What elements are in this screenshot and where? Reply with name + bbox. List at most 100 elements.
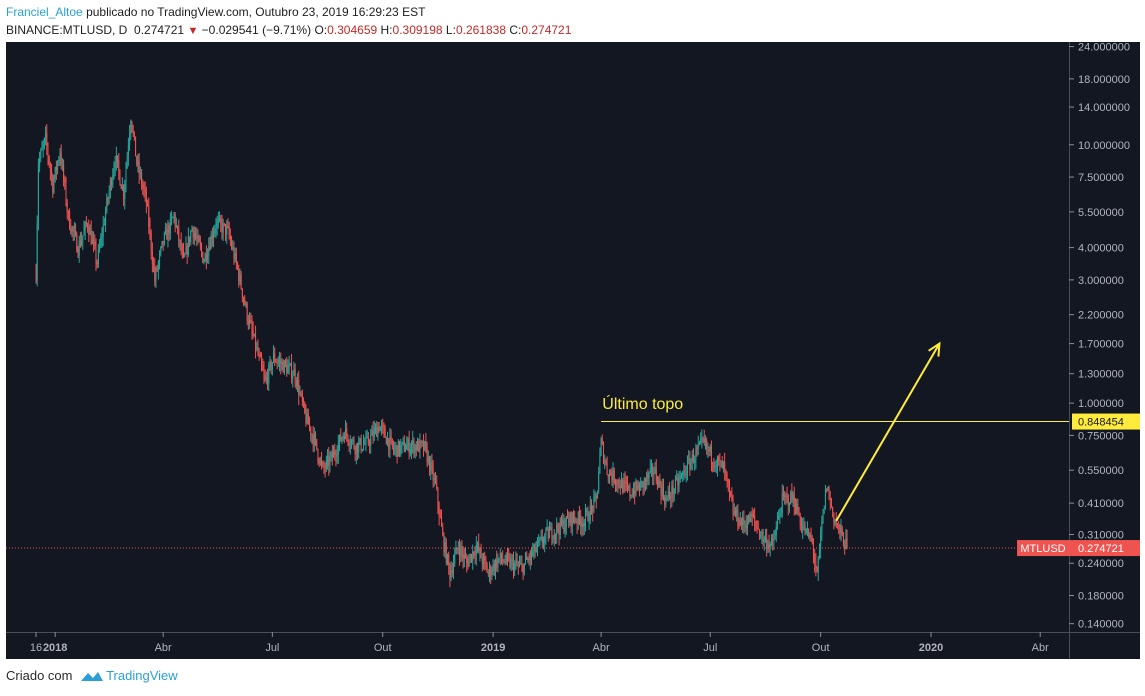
candle-body [800, 525, 802, 530]
candle-body [580, 518, 582, 527]
candle-body [277, 361, 279, 363]
candle-body [167, 225, 169, 240]
x-tick-label: Abr [593, 642, 610, 654]
candle-body [369, 443, 371, 446]
author-link[interactable]: Franciel_Altoe [6, 5, 83, 19]
chart-panel[interactable]: 24.000000 18.000000 14.000000 10.000000 7.50… [6, 42, 1140, 659]
candle-body [113, 167, 115, 176]
close-label: C: [509, 23, 522, 37]
candle-body [542, 542, 544, 544]
candle-body [570, 513, 572, 527]
candle-body [148, 205, 150, 227]
candle-body [816, 569, 818, 572]
candle-body [256, 346, 258, 349]
candle-body [736, 509, 738, 516]
candle-body [756, 524, 758, 529]
candle-body [281, 362, 283, 365]
candle-body [538, 540, 540, 542]
candle-body [184, 254, 186, 257]
candle-body [554, 533, 556, 535]
candle-body [156, 268, 158, 271]
candle-body [672, 485, 674, 494]
candle-body [641, 481, 643, 483]
candle-body [548, 530, 550, 539]
candle-body [238, 268, 240, 282]
candle-body [421, 441, 423, 443]
candle-body [752, 516, 754, 518]
candle-body [427, 456, 429, 463]
candle-body [600, 438, 602, 455]
candle-body [478, 543, 480, 552]
candle-body [285, 360, 287, 365]
candle-body [624, 480, 626, 483]
candle-body [295, 379, 297, 386]
chart-header: Franciel_Altoe publicado no TradingView.… [0, 0, 1145, 42]
candle-body [313, 434, 315, 445]
candle-body [696, 448, 698, 450]
candle-body [480, 548, 482, 559]
candle-body [438, 505, 440, 517]
candle-body [268, 364, 270, 384]
candle-body [91, 239, 93, 244]
candle-body [395, 445, 397, 448]
candle-body [522, 564, 524, 575]
candle-body [545, 529, 547, 537]
candle-body [620, 479, 622, 488]
candle-body [697, 444, 699, 449]
candle-body [157, 262, 159, 271]
candle-body [742, 517, 744, 526]
candle-body [174, 214, 176, 226]
forecast-arrow [835, 343, 941, 522]
candle-body [793, 494, 795, 507]
candle-body [312, 434, 314, 445]
candle-body [213, 233, 215, 239]
candle-body [503, 561, 505, 563]
candle-body [806, 528, 808, 530]
candle-body [497, 558, 499, 568]
candle-body [371, 430, 373, 436]
candle-body [652, 466, 654, 475]
candle-body [232, 247, 234, 249]
candle-body [802, 527, 804, 530]
candle-body [286, 364, 288, 374]
candle-body [443, 534, 445, 552]
candle-body [109, 180, 111, 191]
candle-body [247, 320, 249, 324]
candle-body [527, 558, 529, 560]
candle-body [552, 539, 554, 541]
candlestick-chart[interactable]: 24.000000 18.000000 14.000000 10.000000 7.50… [6, 42, 1140, 659]
candle-body [61, 164, 63, 166]
candle-body [537, 540, 538, 548]
candle-body [578, 512, 580, 519]
candle-body [534, 544, 536, 552]
candle-body [770, 538, 772, 544]
candle-body [769, 543, 771, 549]
candle-body [477, 543, 479, 546]
candle-body [94, 241, 96, 246]
candle-body [43, 138, 45, 145]
candle-body [607, 474, 609, 478]
candle-body [450, 570, 452, 579]
footer-brand[interactable]: TradingView [106, 668, 178, 683]
candle-body [688, 459, 690, 461]
candle-body [691, 453, 693, 462]
candle-body [594, 495, 596, 498]
candle-body [695, 448, 697, 460]
candle-body [606, 462, 608, 475]
candle-body [466, 557, 468, 563]
high-value: 0.309198 [392, 23, 443, 37]
candle-body [794, 506, 796, 513]
candle-body [166, 229, 168, 240]
candle-body [766, 536, 768, 549]
candle-body [241, 288, 243, 298]
candle-body [340, 434, 342, 441]
candle-body [93, 239, 95, 242]
candle-body [425, 441, 427, 447]
candle-body [642, 481, 644, 488]
candle-body [347, 435, 349, 442]
y-tick-label: 14.000000 [1078, 102, 1130, 114]
candle-body [171, 217, 173, 219]
candle-body [638, 485, 640, 491]
open-value: 0.304659 [327, 23, 378, 37]
candle-body [293, 369, 295, 376]
